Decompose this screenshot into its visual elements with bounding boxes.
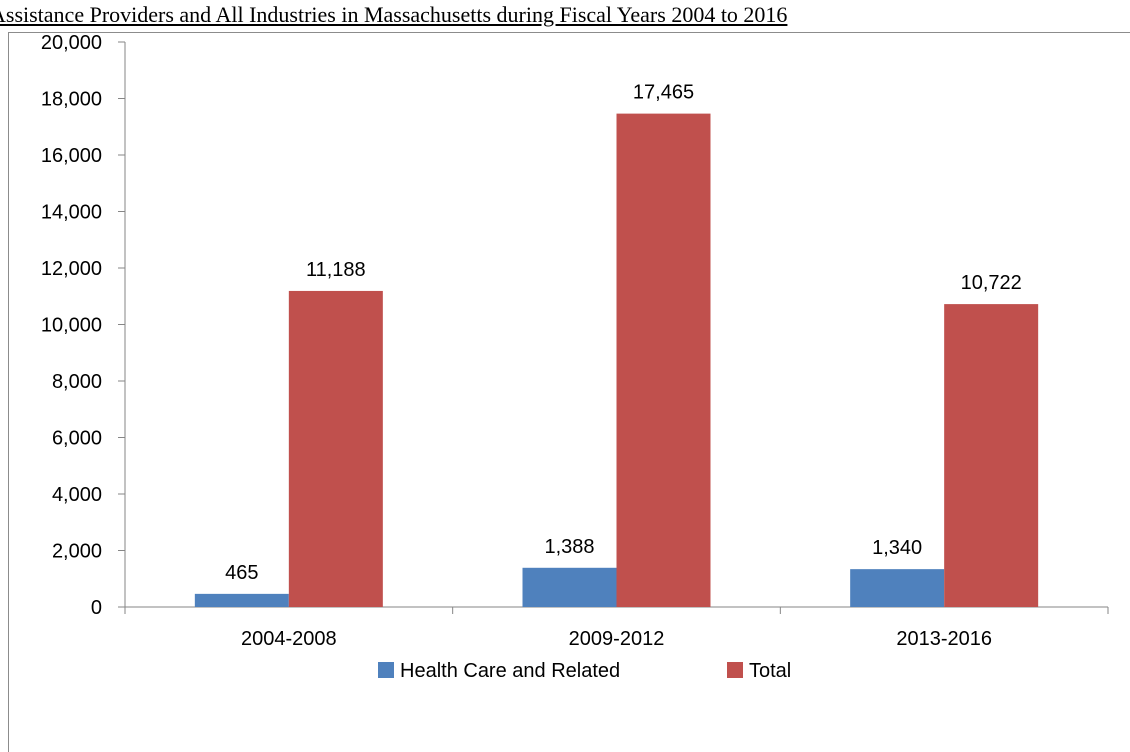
bar (850, 569, 945, 607)
legend-label: Health Care and Related (400, 660, 620, 682)
y-tick-label: 8,000 (52, 371, 102, 393)
legend: Health Care and Related Total (378, 660, 791, 682)
data-label: 1,388 (544, 536, 594, 558)
y-tick-label: 4,000 (52, 484, 102, 506)
y-tick-label: 18,000 (41, 89, 102, 111)
bar (522, 567, 617, 607)
page-title: Assistance Providers and All Industries … (0, 2, 788, 27)
y-tick-label: 6,000 (52, 428, 102, 450)
x-tick-label: 2013-2016 (896, 628, 992, 650)
data-label: 10,722 (961, 272, 1022, 294)
y-tick-label: 20,000 (41, 32, 102, 54)
y-tick-label: 2,000 (52, 541, 102, 563)
data-label: 465 (225, 562, 258, 584)
bar-chart: 0 2,000 4,000 6,000 8,000 10,000 12,000 14,000 1… (41, 32, 1109, 682)
legend-label: Total (749, 660, 791, 682)
bar (194, 593, 289, 607)
x-tick-label: 2009-2012 (569, 628, 665, 650)
y-axis: 0 2,000 4,000 6,000 8,000 10,000 12,000 14,000 1… (41, 32, 126, 619)
bars-group: 465 11,188 1,388 17,465 1,340 10,722 (194, 82, 1039, 608)
data-label: 1,340 (872, 537, 922, 559)
y-tick-label: 10,000 (41, 315, 102, 337)
legend-swatch (378, 662, 394, 678)
legend-swatch (727, 662, 743, 678)
y-tick-label: 0 (91, 597, 102, 619)
chart-frame (8, 32, 1130, 752)
x-axis: 2004-2008 2009-2012 2013-2016 (124, 606, 1109, 650)
bar (944, 304, 1039, 607)
y-tick-label: 12,000 (41, 258, 102, 280)
bar (616, 113, 711, 608)
data-label: 11,188 (306, 259, 366, 281)
y-tick-label: 14,000 (41, 202, 102, 224)
bar (288, 290, 383, 607)
data-label: 17,465 (633, 82, 694, 104)
x-tick-label: 2004-2008 (241, 628, 337, 650)
y-tick-label: 16,000 (41, 145, 102, 167)
